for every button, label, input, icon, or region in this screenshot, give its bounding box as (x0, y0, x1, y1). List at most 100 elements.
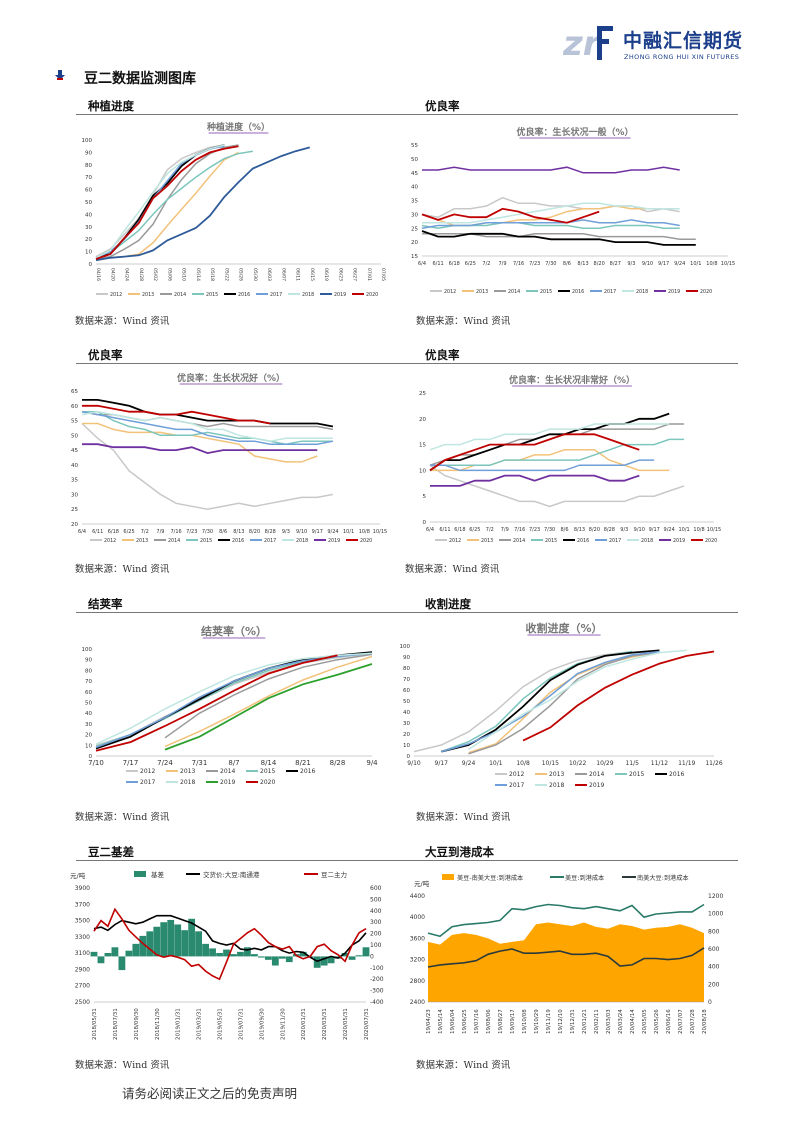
disclaimer-footer: 请务必阅读正文之后的免责声明 (122, 1086, 298, 1101)
x-tick-label: 2020/01/31 (301, 1008, 307, 1040)
basis-bar (202, 943, 209, 957)
x-tick-label: 6/25 (465, 261, 476, 267)
basis-bar (125, 950, 133, 957)
basis-bar (341, 952, 349, 957)
y-tick-label: 0 (89, 754, 93, 760)
y-tick-label: 100 (400, 644, 410, 650)
x-tick-label: 9/17 (658, 261, 669, 267)
y-tick-label: 55 (71, 419, 78, 425)
series-line-2018 (81, 410, 333, 442)
chart-title: 种植进度（%） (206, 121, 270, 133)
y-tick-label: 100 (82, 647, 93, 653)
section-title: 豆二数据监测图库 (84, 71, 196, 87)
y-tick-label: 15 (411, 254, 418, 260)
series-line-2018 (422, 202, 680, 224)
y2-tick-label: 500 (370, 896, 382, 903)
y-tick-label: 70 (85, 679, 92, 685)
y2-tick-label: 100 (370, 942, 382, 949)
legend-label: 2014 (220, 768, 235, 775)
legend-label: 2019 (328, 538, 340, 544)
x-tick-label: 20/07/28 (690, 1009, 696, 1034)
x-tick-label: 8/20 (594, 261, 605, 267)
x-tick-label: 8/13 (577, 261, 588, 267)
spread-area (428, 922, 704, 1002)
svg-text:zr: zr (563, 24, 602, 62)
x-tick-label: 19/07/16 (474, 1009, 480, 1034)
y-tick-label: 25 (411, 226, 418, 232)
x-tick-label: 6/18 (449, 261, 460, 267)
legend-label: 2017 (609, 538, 621, 544)
y-tick-label: 90 (403, 655, 410, 661)
y2-tick-label: -300 (370, 988, 384, 995)
series-line-2012 (413, 650, 633, 753)
x-tick-label: 06/03 (266, 268, 272, 281)
x-tick-label: 6/11 (439, 527, 450, 533)
legend-label: 2016 (577, 538, 589, 544)
x-tick-label: 8/6 (561, 527, 569, 533)
y-tick-label: 50 (71, 433, 78, 439)
y-tick-label: 4000 (410, 914, 425, 921)
x-tick-label: 20/01/21 (582, 1009, 588, 1034)
legend-label: 2020 (260, 779, 275, 786)
x-tick-label: 7/2 (482, 261, 490, 267)
y-tick-label: 70 (403, 677, 410, 683)
harvest-progress-chart: 收割进度（%） 0 10 20 30 40 50 60 70 80 90 100 9/10 9/17 9/2… (400, 621, 723, 789)
legend-label: 2018 (641, 538, 653, 544)
legend-label: 2020 (360, 538, 372, 544)
y2-tick-label: -200 (370, 976, 384, 983)
y-tick-label: 20 (85, 733, 92, 739)
y-tick-label: 3300 (75, 934, 90, 941)
series-line-delivery-price (93, 914, 367, 963)
panel-title-basis: 豆二基差 (88, 845, 134, 859)
x-tick-label: 7/2 (486, 527, 494, 533)
y2-tick-label: 200 (708, 981, 720, 988)
panel-title-rating-good: 优良率 (88, 348, 123, 362)
planting-progress-chart: 种植进度（%） 0 10 20 30 40 50 60 70 80 90 100 04/16 04/20 0… (82, 121, 387, 298)
series-line-2013 (430, 449, 670, 472)
x-tick-label: 20/07/07 (678, 1009, 684, 1034)
x-tick-label: 9/24 (327, 529, 338, 535)
y-tick-label: 3900 (75, 885, 90, 892)
x-tick-label: 6/18 (108, 529, 119, 535)
x-tick-label: 10/8 (516, 760, 530, 767)
legend-label: 2017 (509, 782, 524, 789)
basis-bar (104, 952, 112, 957)
x-tick-label: 05/30 (252, 268, 258, 281)
panel-title-pod-setting: 结荚率 (88, 597, 123, 611)
x-tick-label: 20/03/24 (618, 1009, 624, 1034)
pod-setting-chart: 结荚率（%） 0 10 20 30 40 50 60 70 80 90 100 7/10 7/17 7/24… (82, 624, 379, 786)
series-line-2020 (95, 145, 239, 260)
x-tick-label: 7/16 (514, 527, 525, 533)
series-line-2019 (430, 474, 640, 487)
x-tick-label: 9/10 (634, 527, 645, 533)
y-tick-label: 25 (71, 507, 78, 513)
series-line-2012 (81, 422, 334, 510)
y-tick-label: 15 (419, 443, 426, 449)
x-tick-label: 10/15 (721, 261, 735, 267)
source-note: 数据来源：Wind 资讯 (405, 564, 500, 575)
series-line-2020 (429, 433, 640, 472)
x-tick-label: 19/08/06 (486, 1009, 492, 1034)
x-tick-label: 9/24 (462, 760, 476, 767)
series-line-2013 (468, 650, 660, 754)
series-line-2019 (164, 663, 373, 751)
y-tick-label: 60 (85, 188, 92, 194)
x-tick-label: 7/24 (157, 759, 173, 767)
x-tick-label: 2020/03/31 (322, 1008, 328, 1040)
x-tick-label: 8/28 (604, 527, 615, 533)
x-tick-label: 10/15 (707, 527, 721, 533)
x-tick-label: 05/14 (195, 268, 201, 281)
panel-title-import-cost: 大豆到港成本 (425, 845, 494, 859)
y-tick-label: 45 (71, 448, 78, 454)
basis-bar (299, 951, 307, 957)
x-tick-label: 05/10 (181, 268, 187, 281)
legend-swatch (134, 871, 146, 877)
y-tick-label: 80 (403, 666, 410, 672)
basis-bar (90, 951, 98, 957)
basis-bar (146, 931, 154, 957)
y-tick-label: 20 (85, 237, 92, 243)
x-tick-label: 07/05 (380, 268, 386, 281)
legend-label: 2020 (705, 538, 717, 544)
series-line-2019 (522, 650, 715, 742)
x-tick-label: 7/30 (544, 527, 555, 533)
